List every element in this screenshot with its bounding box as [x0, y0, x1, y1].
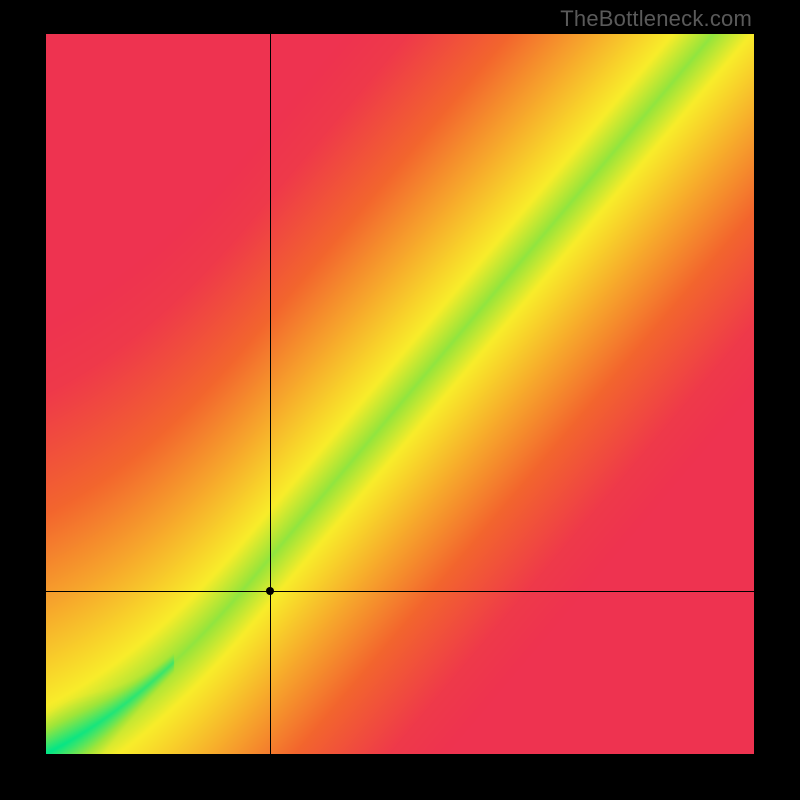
attribution-text: TheBottleneck.com	[560, 6, 752, 32]
crosshair-horizontal	[46, 591, 754, 592]
crosshair-marker-dot	[266, 587, 274, 595]
bottleneck-heatmap	[46, 34, 754, 754]
plot-area	[46, 34, 754, 754]
crosshair-vertical	[270, 34, 271, 754]
